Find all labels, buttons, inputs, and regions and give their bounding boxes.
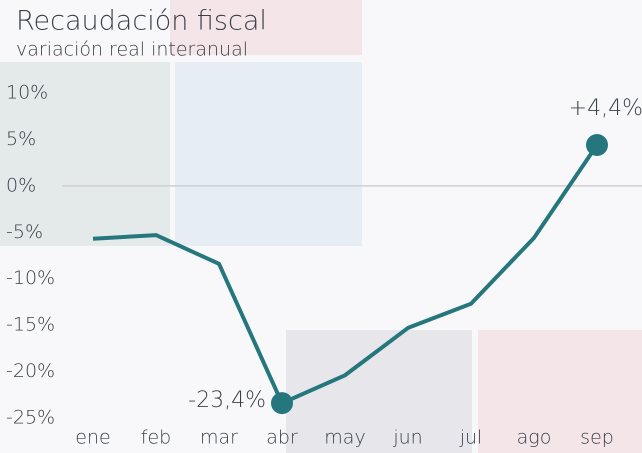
data-label: -23,4% (188, 388, 266, 413)
x-tick-label: jun (392, 427, 422, 449)
point (271, 392, 293, 415)
bg-block (170, 0, 362, 55)
y-tick-label: 0% (6, 174, 36, 196)
y-tick-label: -10% (6, 267, 55, 289)
line (92, 143, 599, 406)
x-tick-label: feb (141, 427, 171, 449)
y-tick-label: -15% (6, 314, 55, 336)
chart-subtitle: variación real interanual (16, 39, 248, 61)
bg-block (175, 62, 362, 246)
chart-title: Recaudación fiscal (16, 6, 267, 37)
y-tick-label: -5% (6, 221, 43, 243)
bg-block (478, 330, 642, 453)
x-tick-label: sep (580, 427, 614, 449)
x-tick-label: ago (517, 427, 552, 449)
x-tick-label: mar (200, 427, 238, 449)
y-tick-label: 5% (6, 128, 36, 150)
x-tick-label: abr (266, 427, 298, 449)
y-tick-label: 10% (6, 82, 48, 104)
data-label: +4,4% (569, 96, 642, 121)
y-tick-label: -25% (6, 407, 55, 429)
x-tick-label: may (324, 427, 365, 449)
y-tick-label: -20% (6, 360, 55, 382)
x-tick-label: ene (75, 427, 110, 449)
point (586, 134, 608, 156)
bg-block (0, 62, 170, 246)
x-tick-label: jul (459, 427, 483, 449)
